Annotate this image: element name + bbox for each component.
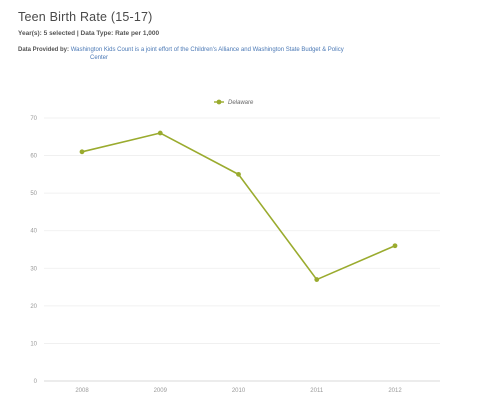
x-tick-label: 2008 — [75, 388, 89, 394]
y-tick-label: 60 — [30, 154, 37, 160]
data-point[interactable] — [236, 171, 241, 177]
y-tick-label: 10 — [30, 341, 37, 347]
data-point[interactable] — [157, 130, 163, 136]
series-line — [81, 132, 396, 281]
data-source-link[interactable]: Washington Kids Count is a joint effort … — [70, 47, 344, 53]
x-tick-label: 2011 — [310, 388, 324, 394]
legend-swatch-marker — [216, 99, 222, 105]
y-tick-label: 50 — [30, 191, 37, 197]
chart-title: Teen Birth Rate (15-17) — [18, 10, 153, 24]
data-point[interactable] — [314, 277, 320, 282]
y-tick-label: 20 — [30, 304, 37, 310]
chart-subtitle: Year(s): 5 selected | Data Type: Rate pe… — [18, 30, 160, 37]
data-point[interactable] — [392, 243, 398, 249]
x-tick-label: 2012 — [388, 388, 402, 394]
y-tick-label: 30 — [30, 266, 37, 272]
x-tick-label: 2010 — [232, 388, 246, 394]
y-tick-label: 70 — [30, 116, 37, 122]
legend-label[interactable]: Delaware — [228, 100, 254, 106]
x-tick-label: 2009 — [154, 388, 168, 394]
data-point[interactable] — [79, 149, 85, 155]
y-tick-label: 40 — [30, 229, 37, 235]
data-source-link-continued[interactable]: Center — [90, 55, 109, 61]
data-source-label: Data Provided by: — [18, 47, 70, 53]
y-tick-label: 0 — [34, 379, 38, 385]
data-source: Data Provided by: Washington Kids Count … — [18, 46, 488, 62]
